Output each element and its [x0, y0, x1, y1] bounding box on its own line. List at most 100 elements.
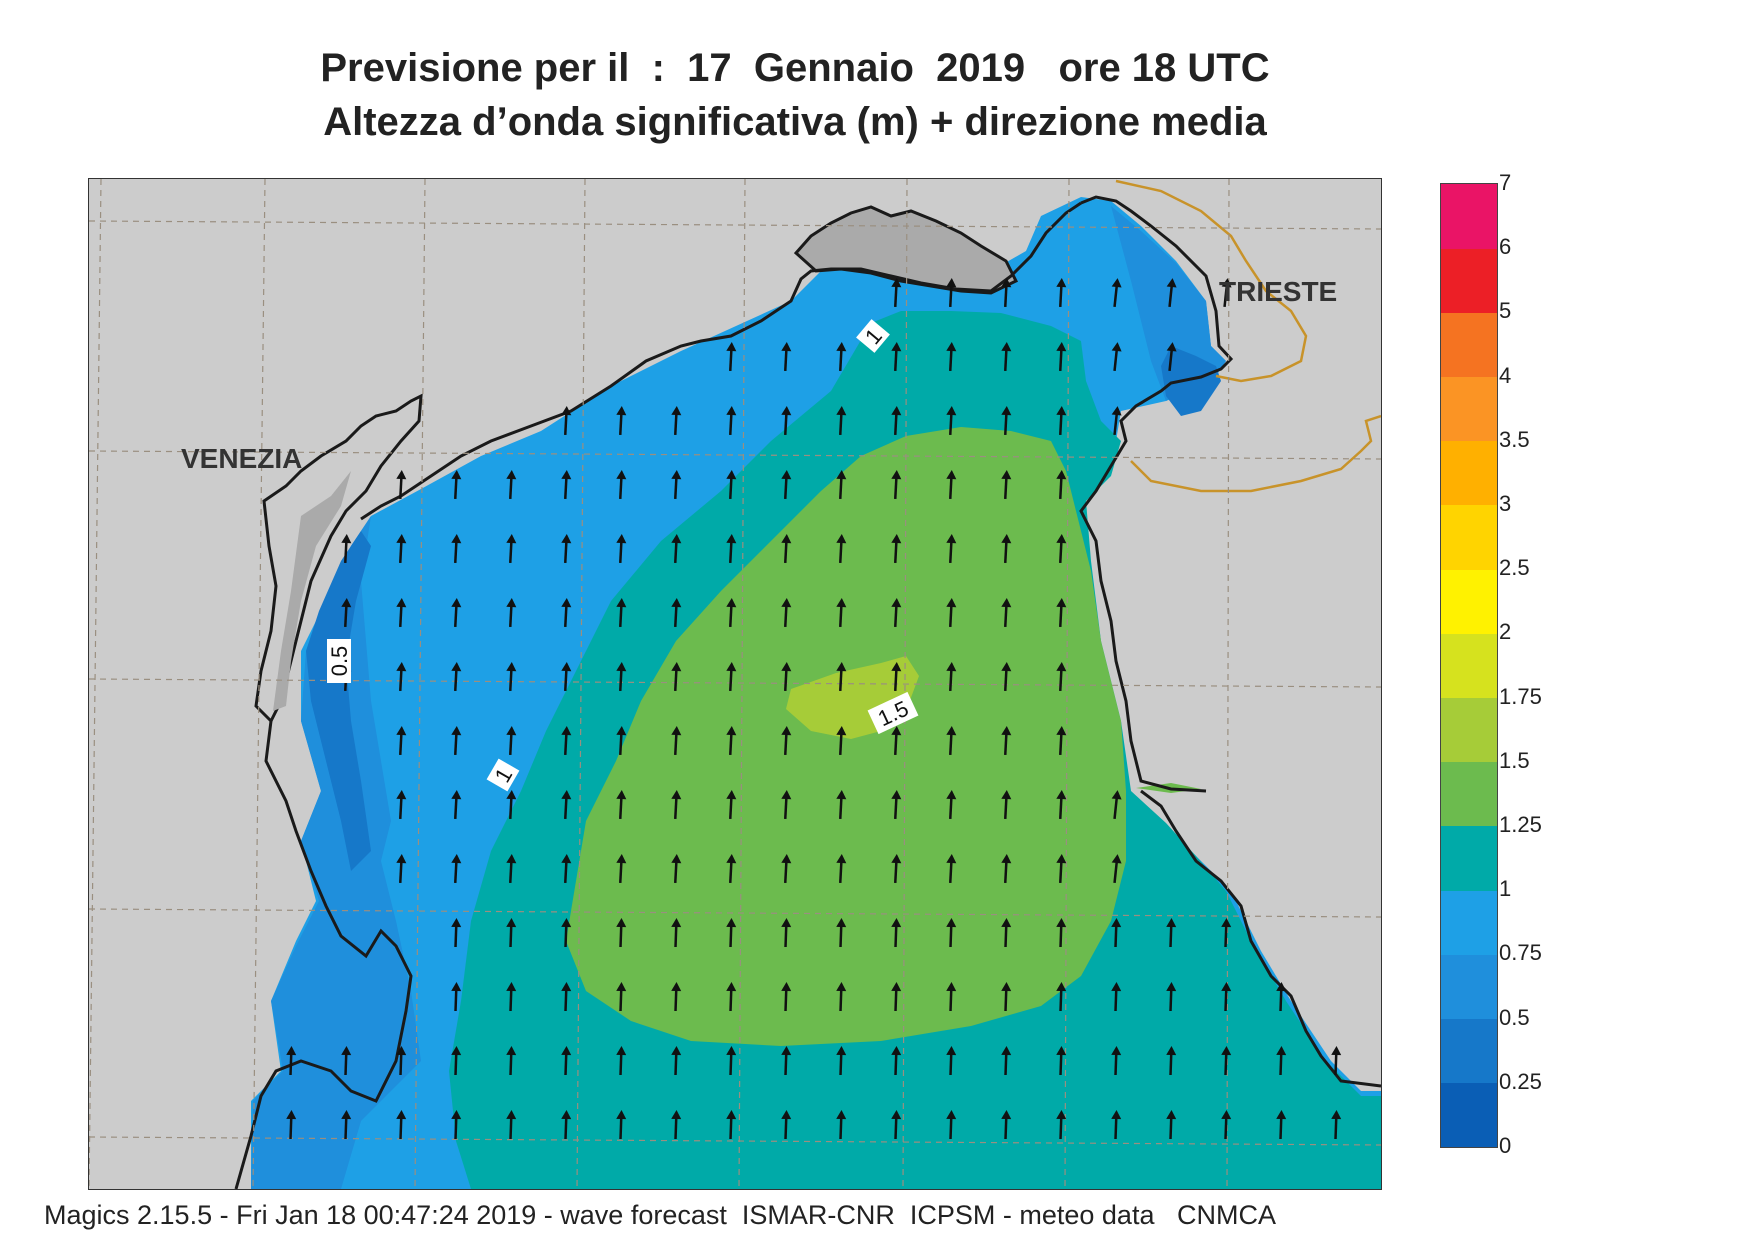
direction-arrow: [341, 1046, 352, 1076]
direction-arrow: [561, 1046, 572, 1076]
direction-arrow: [1331, 1110, 1342, 1140]
direction-arrow: [1166, 278, 1177, 308]
direction-arrow: [1221, 278, 1232, 308]
grado-lagoon-land: [793, 205, 1019, 295]
contour-label-box: [327, 639, 351, 683]
direction-arrow: [506, 1046, 517, 1076]
direction-arrow: [781, 854, 792, 884]
sea-band-0.5-0.75-west: [251, 516, 421, 1189]
direction-arrow: [946, 854, 957, 884]
direction-arrow: [616, 854, 627, 884]
direction-arrow: [671, 854, 682, 884]
direction-arrow: [1001, 1046, 1012, 1076]
west-coast-south: [234, 720, 413, 1189]
legend-tick-label: 6: [1499, 234, 1512, 260]
legend-swatch: [1441, 184, 1497, 249]
direction-arrow: [836, 854, 847, 884]
direction-arrow: [726, 982, 737, 1012]
contour-label-box: [856, 319, 890, 353]
direction-arrow: [451, 598, 462, 628]
direction-arrow: [1056, 918, 1067, 948]
direction-arrow: [891, 406, 902, 436]
direction-arrow: [451, 662, 462, 692]
direction-arrow: [561, 918, 572, 948]
direction-arrow: [616, 790, 627, 820]
direction-arrow: [781, 918, 792, 948]
direction-arrow: [836, 918, 847, 948]
legend-swatch: [1441, 312, 1497, 378]
direction-arrow: [781, 406, 792, 436]
legend-tick-label: 7: [1499, 170, 1512, 195]
direction-arrow: [671, 790, 682, 820]
legend-swatch: [1441, 890, 1497, 955]
direction-arrow: [506, 854, 517, 884]
direction-arrow: [1111, 790, 1122, 820]
legend-tick-label: 0.5: [1499, 1004, 1530, 1030]
direction-arrow: [506, 790, 517, 820]
direction-arrow: [1111, 1110, 1122, 1140]
legend-tick-label: 2: [1499, 619, 1512, 645]
direction-arrow: [891, 278, 902, 308]
legend-tick-label: 1: [1499, 876, 1512, 902]
graticule: [89, 179, 1381, 1189]
direction-arrow: [946, 534, 957, 564]
direction-arrow: [1056, 1110, 1067, 1140]
direction-arrow: [946, 982, 957, 1012]
direction-arrow: [561, 470, 572, 500]
political-border: [1115, 179, 1381, 493]
place-label-trieste: TRIESTE: [1219, 276, 1337, 307]
direction-arrow: [671, 918, 682, 948]
direction-arrow: [396, 854, 407, 884]
direction-arrow: [726, 854, 737, 884]
direction-arrow: [286, 1110, 297, 1140]
legend-tick-label: 3: [1499, 491, 1512, 516]
direction-arrow: [451, 854, 462, 884]
direction-arrow: [396, 534, 407, 564]
direction-arrow: [726, 470, 737, 500]
contour-label-box: [486, 758, 520, 792]
direction-arrow: [616, 470, 627, 500]
legend-swatch: [1441, 569, 1497, 634]
legend-swatch: [1441, 633, 1497, 699]
direction-arrow: [1056, 726, 1067, 756]
direction-arrow: [726, 790, 737, 820]
direction-arrow: [1056, 790, 1067, 820]
legend-tick-label: 2.5: [1499, 555, 1530, 581]
direction-arrow: [891, 726, 902, 756]
direction-arrow: [396, 598, 407, 628]
direction-arrow: [506, 534, 517, 564]
direction-arrow: [561, 726, 572, 756]
direction-arrow: [1221, 1110, 1232, 1140]
legend-tick-label: 3.5: [1499, 426, 1530, 452]
direction-arrow: [726, 1046, 737, 1076]
sea-band-0.25-0.5-east: [1161, 346, 1221, 416]
direction-arrow: [396, 470, 407, 500]
direction-arrow: [1056, 1046, 1067, 1076]
direction-arrow: [1056, 278, 1067, 308]
direction-arrow: [1001, 534, 1012, 564]
direction-arrow: [561, 662, 572, 692]
direction-arrow: [1056, 406, 1067, 436]
direction-arrow: [726, 662, 737, 692]
direction-arrow: [396, 1110, 407, 1140]
direction-arrow: [836, 1110, 847, 1140]
direction-arrow: [1056, 854, 1067, 884]
place-label-venezia: VENEZIA: [181, 443, 302, 474]
direction-arrow: [1001, 470, 1012, 500]
direction-arrow: [616, 1110, 627, 1140]
direction-arrow: [781, 534, 792, 564]
direction-arrow: [726, 406, 737, 436]
direction-arrow: [1001, 1110, 1012, 1140]
direction-arrow: [1166, 1046, 1177, 1076]
direction-arrow: [1276, 982, 1287, 1012]
direction-arrow: [671, 982, 682, 1012]
direction-arrow: [836, 534, 847, 564]
sea-band-0.25-0.5-west: [306, 531, 371, 871]
legend-swatch: [1441, 1082, 1497, 1148]
direction-arrow: [1166, 1110, 1177, 1140]
direction-arrow: [1001, 790, 1012, 820]
direction-arrow: [781, 342, 792, 372]
direction-arrow: [451, 790, 462, 820]
direction-arrow: [671, 598, 682, 628]
direction-arrow: [561, 854, 572, 884]
